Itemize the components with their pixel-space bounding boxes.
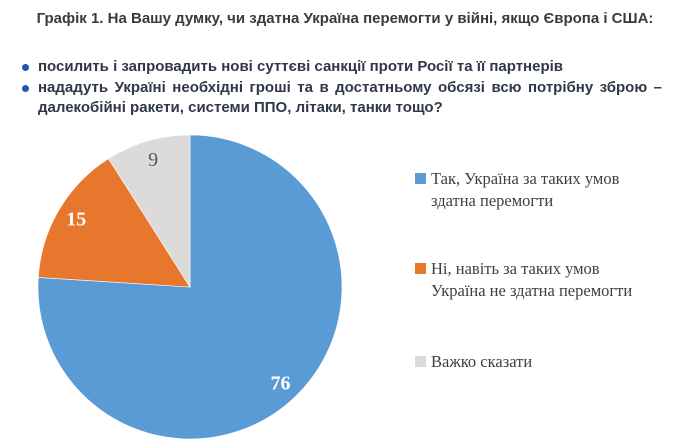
pie-slice-1: [37, 134, 343, 440]
legend-label-line: Так, Україна за таких умов: [431, 169, 620, 188]
legend-marker-icon: [415, 263, 426, 274]
bullet-text: нададуть Україні необхідні гроші та в до…: [38, 78, 662, 117]
pie-slice-3: [108, 134, 191, 289]
legend-label-line: Ні, навіть за таких умов: [431, 259, 600, 278]
bullet-item: нададуть Україні необхідні гроші та в до…: [22, 78, 662, 119]
legend-label: Важко сказати: [431, 351, 532, 373]
bullet-list: посилить і запровадить нові суттєві санк…: [22, 57, 662, 119]
pie-data-label-2: 15: [66, 209, 86, 231]
legend-label-line: здатна перемогти: [431, 191, 554, 210]
pie-data-label-3: 9: [148, 149, 158, 171]
pie-slice-2: [37, 158, 191, 288]
legend-marker-icon: [415, 356, 426, 367]
bullet-icon: [22, 64, 29, 71]
legend-item: Ні, навіть за таких умов Україна не здатн…: [415, 258, 632, 302]
legend-label-line: Україна не здатна перемогти: [431, 281, 633, 300]
legend-marker-icon: [415, 173, 426, 184]
legend-label: Так, Україна за таких умов здатна перемог…: [431, 168, 619, 212]
legend-item: Так, Україна за таких умов здатна перемог…: [415, 168, 619, 212]
pie-chart: 76 15 9: [37, 134, 343, 440]
chart-title: Графік 1. На Вашу думку, чи здатна Украї…: [36, 10, 654, 27]
legend-item: Важко сказати: [415, 351, 532, 373]
bullet-item: посилить і запровадить нові суттєві санк…: [22, 57, 662, 78]
pie-data-label-1: 76: [271, 372, 291, 394]
bullet-icon: [22, 84, 29, 92]
legend-label: Ні, навіть за таких умов Україна не здатн…: [431, 258, 632, 302]
legend-label-line: Важко сказати: [431, 352, 533, 371]
bullet-text: посилить і запровадить нові суттєві санк…: [38, 58, 563, 75]
